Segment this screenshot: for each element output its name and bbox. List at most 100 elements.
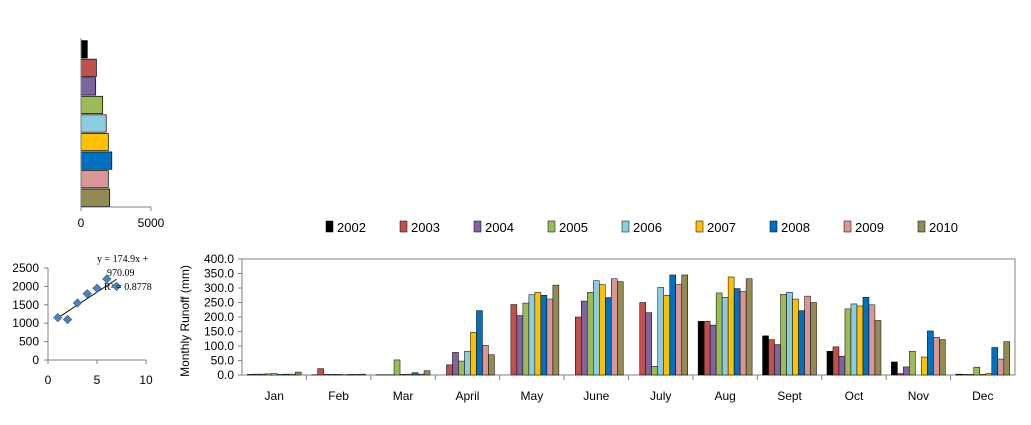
- hbar-2007: [80, 133, 109, 152]
- legend-label: 2004: [485, 220, 514, 235]
- bar-2010-Aug: [745, 278, 753, 376]
- bar-2009-Jan: [288, 373, 296, 376]
- legend-label: 2008: [781, 220, 810, 235]
- hbar-2005: [80, 95, 104, 114]
- bar-2010-June: [617, 281, 624, 376]
- bar-2009-Oct: [868, 304, 876, 376]
- bar-2003-Oct: [832, 346, 840, 376]
- hbar-2010: [80, 188, 111, 207]
- scatter-chart: 0 500 1000 1500 2000 2500 0 5 10 y = 174.9x + 970.…: [12, 254, 153, 387]
- bar-2008-Aug: [733, 288, 741, 376]
- bar-2007-July: [663, 295, 670, 376]
- plot-area-border: [241, 258, 1016, 376]
- bar-2003-Sept: [768, 339, 775, 376]
- bar-2006-Dec: [979, 374, 987, 376]
- bar-2009-Aug: [739, 291, 747, 376]
- bar-2009-Feb: [353, 374, 360, 376]
- scatter-y-tick-label: 2500: [12, 261, 39, 275]
- bar-2008-Dec: [991, 347, 999, 376]
- bar-2008-June: [605, 297, 612, 376]
- bar-2009-June: [611, 278, 618, 376]
- legend-swatch: [621, 220, 630, 233]
- bar-2002-Dec: [955, 373, 963, 376]
- bar-2007-Dec: [985, 373, 993, 376]
- trendline-r-squared: R² = 0.8778: [104, 282, 152, 293]
- bar-2005-Jan: [264, 373, 272, 376]
- bar-2010-Sept: [810, 302, 817, 376]
- legend-label: 2005: [559, 220, 588, 235]
- hbar-2004: [80, 77, 97, 96]
- y-tick-label: 400.0: [204, 252, 234, 266]
- bar-2008-Sept: [798, 310, 805, 376]
- bar-2006-June: [593, 280, 600, 376]
- bar-2007-May: [534, 292, 542, 376]
- legend-label: 2010: [929, 220, 958, 235]
- bar-2004-Oct: [838, 355, 846, 376]
- scatter-y-tick-label: 500: [19, 335, 39, 349]
- bar-2002-Oct: [826, 350, 834, 376]
- legend-label: 2003: [411, 220, 440, 235]
- bar-2005-Oct: [844, 308, 852, 376]
- bar-2003-Feb: [317, 368, 324, 376]
- x-tick-label: Dec: [972, 389, 993, 403]
- bar-2004-Nov: [903, 366, 910, 376]
- bar-2004-July: [645, 312, 652, 376]
- bar-2004-June: [581, 300, 588, 376]
- bar-2002-Sept: [762, 335, 769, 376]
- legend-swatch: [325, 220, 334, 233]
- scatter-y-tick-label: 2000: [12, 279, 39, 293]
- bar-2004-Sept: [774, 344, 781, 376]
- bar-2006-April: [464, 350, 471, 376]
- y-tick-label: 300.0: [204, 281, 234, 295]
- bar-2003-June: [575, 316, 582, 376]
- bar-2006-July: [657, 287, 664, 376]
- scatter-point: [62, 314, 73, 325]
- bar-2010-Oct: [874, 320, 882, 376]
- bar-2008-Mar: [411, 372, 419, 376]
- bar-2007-Mar: [405, 373, 413, 376]
- legend-label: 2007: [707, 220, 736, 235]
- x-tick-label: Feb: [328, 389, 349, 403]
- x-tick-label: Mar: [393, 389, 414, 403]
- x-tick-label: April: [455, 389, 479, 403]
- bar-2010-Nov: [939, 339, 946, 376]
- scatter-point: [92, 283, 102, 293]
- bar-2007-Sept: [792, 298, 799, 376]
- bar-2002-Nov: [891, 361, 898, 376]
- bar-2009-April: [482, 345, 489, 376]
- legend-swatch: [843, 220, 852, 233]
- legend-label: 2006: [633, 220, 662, 235]
- scatter-trendline: [57, 278, 117, 319]
- y-tick-label: 250.0: [204, 296, 234, 310]
- bar-2008-Jan: [282, 373, 290, 376]
- legend-swatch: [695, 220, 704, 233]
- bar-2010-Dec: [1003, 341, 1011, 376]
- x-tick-label: Sept: [777, 389, 802, 403]
- y-tick-label: 50.0: [211, 354, 235, 368]
- scatter-point: [102, 274, 112, 284]
- scatter-y-tick-label: 1500: [12, 298, 39, 312]
- bar-2003-Nov: [897, 373, 904, 376]
- bar-2010-July: [681, 274, 688, 376]
- bar-2005-May: [522, 302, 530, 376]
- bar-2008-May: [540, 295, 548, 376]
- scatter-y-tick-label: 0: [32, 353, 39, 367]
- bar-2009-Nov: [933, 337, 940, 376]
- bar-2009-Dec: [997, 358, 1005, 376]
- x-tick-label: May: [521, 389, 544, 403]
- bar-2004-Feb: [323, 374, 330, 376]
- x-tick-label: June: [583, 389, 609, 403]
- bar-2006-May: [528, 294, 536, 376]
- y-axis-label: Monthly Runoff (mm): [178, 265, 192, 377]
- bar-2003-Aug: [703, 321, 711, 376]
- bar-2010-May: [552, 284, 560, 376]
- bar-2002-Jan: [246, 374, 254, 376]
- scatter-x-tick-label: 10: [139, 373, 153, 387]
- legend-swatch: [769, 220, 778, 233]
- scatter-x-tick-label: 0: [45, 373, 52, 387]
- bar-2010-April: [488, 354, 495, 376]
- trendline-equation: y = 174.9x +: [97, 254, 149, 265]
- hbar-x-tick-label: 5000: [138, 216, 165, 230]
- scatter-point: [111, 281, 122, 292]
- bar-2004-Dec: [967, 374, 975, 376]
